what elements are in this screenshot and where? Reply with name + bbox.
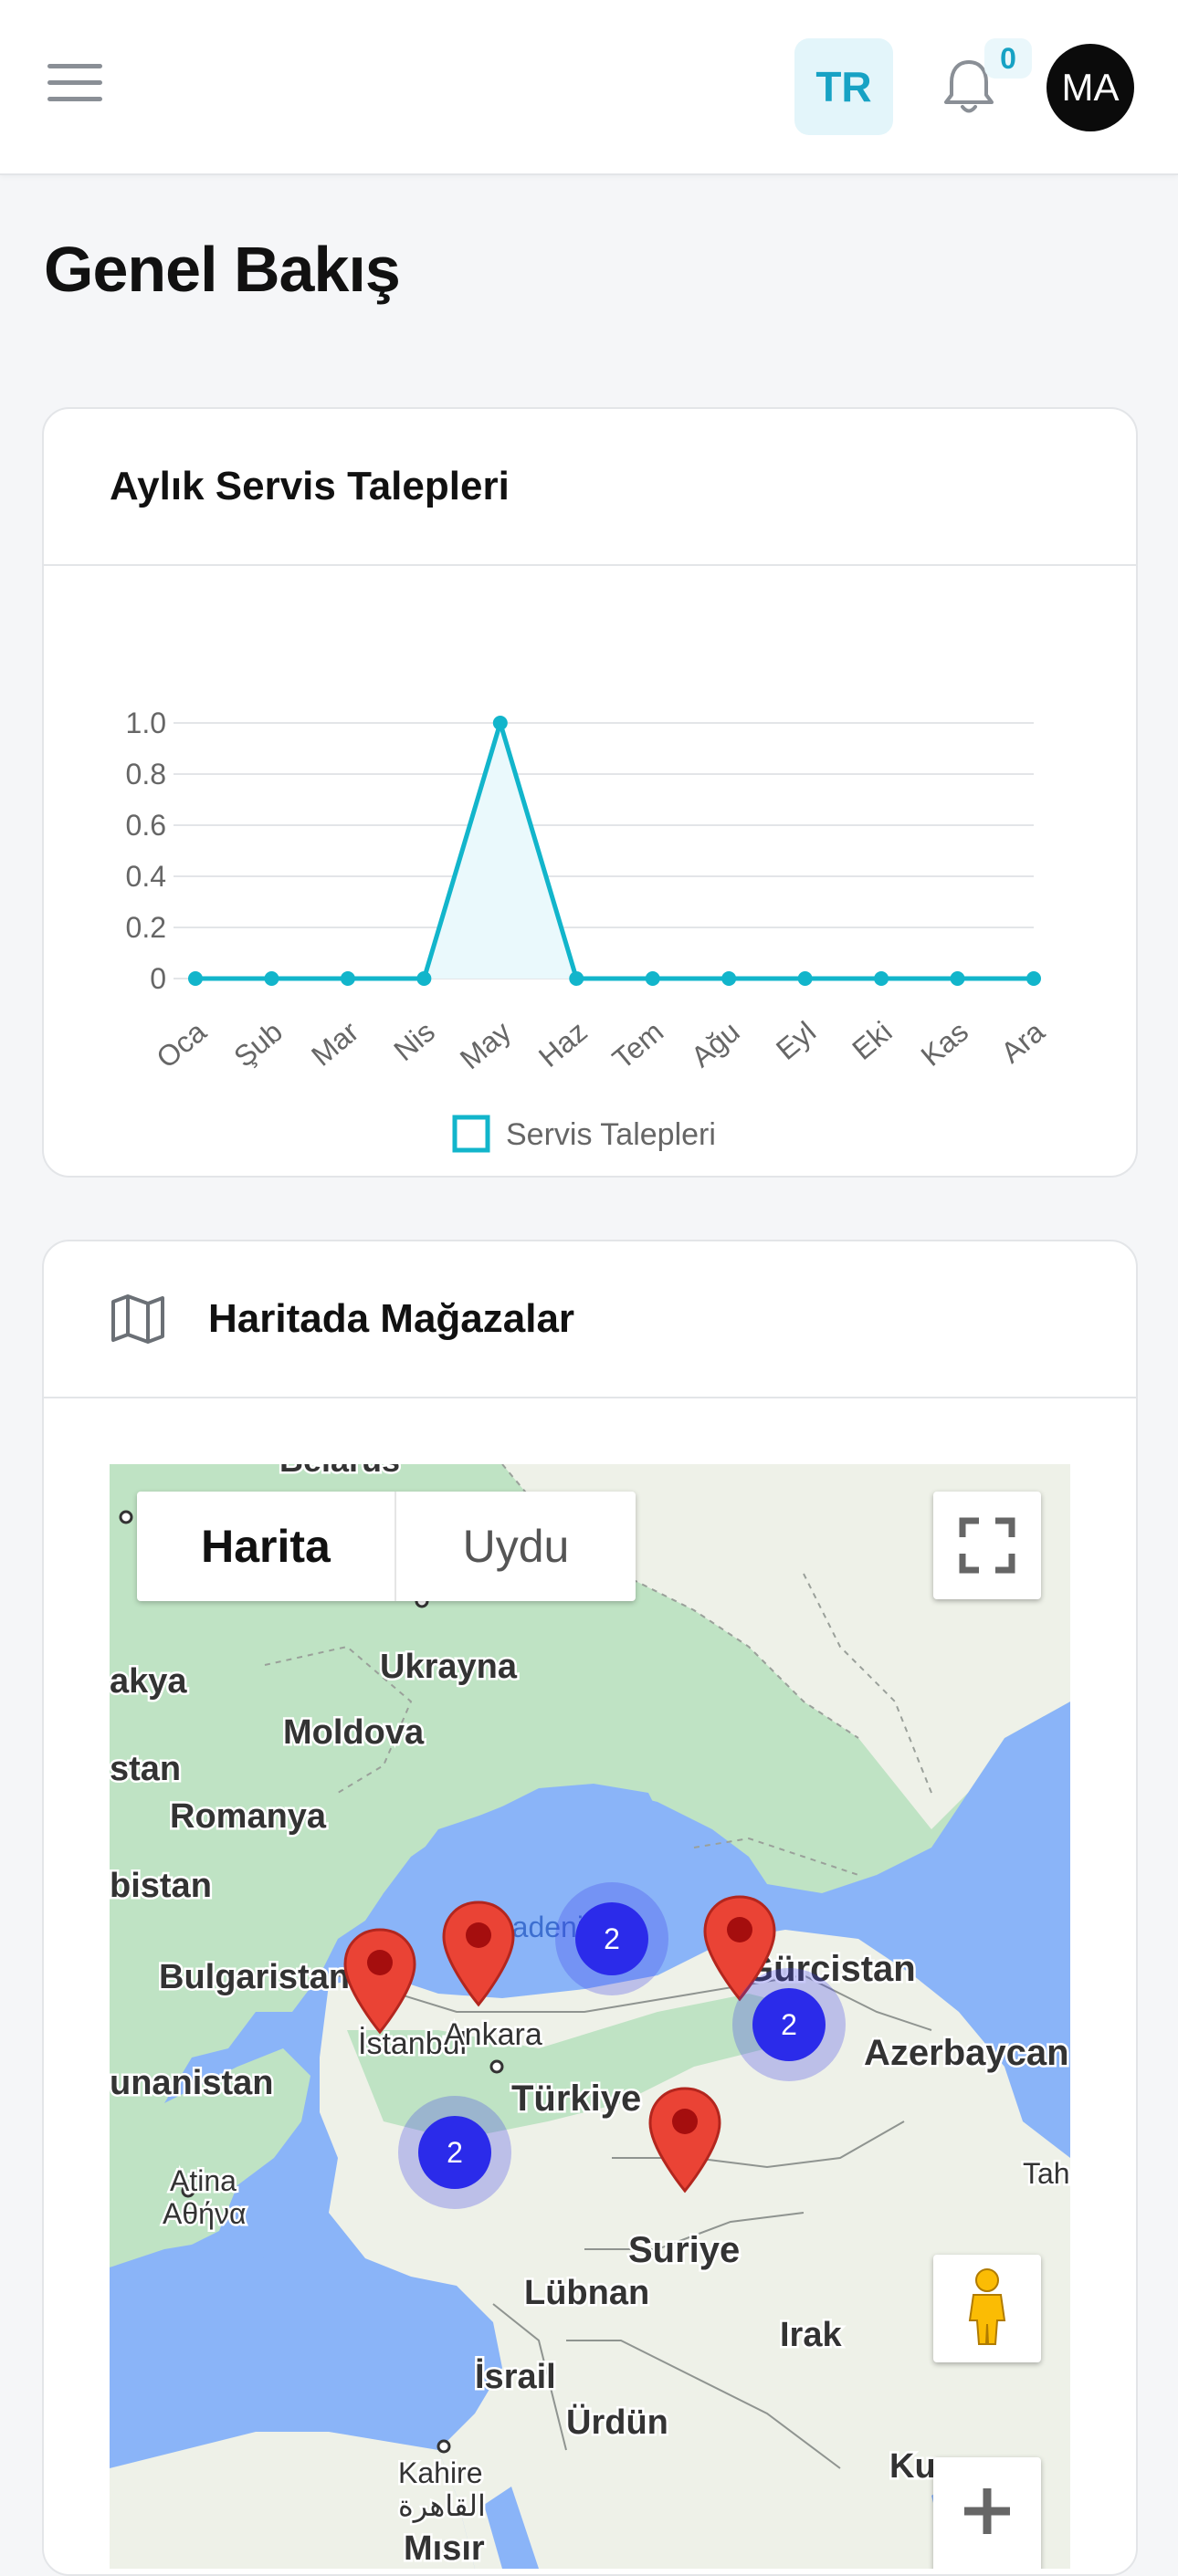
street-view-button[interactable] xyxy=(933,2255,1041,2362)
data-point[interactable] xyxy=(950,971,965,986)
card-header: Haritada Mağazalar xyxy=(44,1241,1136,1398)
map-label-urdun: Ürdün xyxy=(566,2403,668,2442)
marker-cluster[interactable]: 2 xyxy=(732,1968,846,2081)
legend-label[interactable]: Servis Talepleri xyxy=(506,1117,716,1152)
map-label-ukrayna: Ukrayna xyxy=(380,1648,518,1686)
cluster-count: 2 xyxy=(752,1988,826,2061)
legend-swatch[interactable] xyxy=(452,1115,490,1153)
map-pin-icon[interactable] xyxy=(647,2085,723,2194)
map-type-control: Harita Uydu xyxy=(137,1492,636,1601)
x-tick-label: Ağu xyxy=(685,1015,746,1073)
map-label-misir: Mısır xyxy=(404,2529,485,2568)
hamburger-icon[interactable] xyxy=(47,64,102,106)
data-point[interactable] xyxy=(1026,971,1041,986)
map-label-atina: Atina xyxy=(170,2164,237,2197)
card-title: Haritada Mağazalar xyxy=(208,1296,575,1341)
stores-map-card: Haritada Mağazalar xyxy=(42,1240,1138,2576)
map-label-azerbaycan: Azerbaycan xyxy=(864,2033,1069,2073)
map-pin-icon[interactable] xyxy=(701,1893,778,2003)
x-tick-label: Şub xyxy=(227,1015,289,1073)
monthly-service-requests-card: Aylık Servis Talepleri 0 0.2 0.4 0.6 0.8 1.0 O… xyxy=(42,407,1138,1178)
map-label-ankara: Ankara xyxy=(444,2017,542,2052)
map-label-romanya: Romanya xyxy=(170,1797,327,1836)
y-tick-label: 0.2 xyxy=(126,911,166,944)
map-label-kahire-ar: القاهرة xyxy=(398,2489,486,2523)
data-point[interactable] xyxy=(492,716,508,730)
data-point[interactable] xyxy=(569,971,584,986)
map-label-moldova: Moldova xyxy=(283,1713,425,1752)
data-point[interactable] xyxy=(340,971,355,986)
map-label-ku: Ku xyxy=(889,2447,936,2486)
google-map[interactable]: Belarus Ukrayna akya Moldova stan Romany… xyxy=(110,1464,1070,2569)
map-type-map-button[interactable]: Harita xyxy=(137,1492,396,1601)
map-label-karadeniz: radeni xyxy=(502,1911,584,1943)
top-bar: TR 0 MA xyxy=(0,0,1178,175)
data-point[interactable] xyxy=(416,971,432,986)
x-tick-label: Eki xyxy=(846,1015,898,1066)
map-label-tah: Tah xyxy=(1023,2157,1070,2190)
x-tick-label: Eyl xyxy=(770,1015,822,1066)
map-label-israil: İsrail xyxy=(475,2358,556,2396)
map-pin-icon[interactable] xyxy=(440,1899,517,2008)
x-tick-label: Tem xyxy=(606,1015,669,1075)
x-tick-label: Nis xyxy=(387,1015,441,1067)
map-label-irak: Irak xyxy=(780,2316,842,2354)
x-tick-label: Mar xyxy=(305,1015,365,1073)
x-tick-label: Oca xyxy=(150,1015,212,1074)
fullscreen-button[interactable] xyxy=(933,1492,1041,1599)
line-chart: 0 0.2 0.4 0.6 0.8 1.0 Oca Şub Mar Nis May Haz Tem Ağu… xyxy=(126,707,1051,1153)
series-line xyxy=(195,720,1034,981)
fullscreen-icon xyxy=(959,1517,1015,1574)
x-tick-label: May xyxy=(454,1015,517,1075)
map-label-bulgaristan: Bulgaristan xyxy=(159,1958,350,1996)
data-point[interactable] xyxy=(264,971,279,986)
plus-icon xyxy=(964,2488,1010,2534)
x-tick-label: Ara xyxy=(994,1015,1050,1070)
map-label-suriye: Suriye xyxy=(628,2230,740,2270)
map-canvas[interactable]: Belarus Ukrayna akya Moldova stan Romany… xyxy=(110,1464,1070,2569)
map-icon xyxy=(111,1294,164,1344)
zoom-in-button[interactable] xyxy=(933,2457,1041,2569)
map-label-kahire: Kahire xyxy=(398,2456,483,2489)
data-point[interactable] xyxy=(188,971,203,986)
data-point[interactable] xyxy=(797,971,813,986)
data-point[interactable] xyxy=(721,971,737,986)
marker-cluster[interactable]: 2 xyxy=(398,2096,511,2209)
series-area xyxy=(195,723,1034,979)
map-label-atina-gr: Αθήνα xyxy=(163,2197,246,2230)
card-header: Aylık Servis Talepleri xyxy=(44,409,1136,566)
cluster-count: 2 xyxy=(418,2116,491,2189)
bell-icon[interactable] xyxy=(937,55,1001,119)
y-tick-label: 0.8 xyxy=(126,758,166,791)
map-label-turkiye: Türkiye xyxy=(511,2079,641,2119)
page-title: Genel Bakış xyxy=(44,234,401,305)
map-label-yunanistan: unanistan xyxy=(110,2064,273,2102)
marker-cluster[interactable]: 2 xyxy=(555,1882,668,1995)
x-tick-label: Haz xyxy=(532,1015,594,1073)
y-tick-label: 0 xyxy=(150,962,166,995)
data-point[interactable] xyxy=(874,971,889,986)
map-label-stan: stan xyxy=(110,1750,181,1788)
pegman-icon xyxy=(968,2268,1006,2345)
map-label-belarus: Belarus xyxy=(279,1464,400,1479)
map-type-satellite-button[interactable]: Uydu xyxy=(462,1521,570,1572)
map-label-bistan: bistan xyxy=(110,1867,212,1905)
x-tick-label: Kas xyxy=(915,1015,974,1073)
map-pin-icon[interactable] xyxy=(342,1926,418,2036)
map-label-istanbul: İstanbul xyxy=(358,2026,467,2061)
language-button[interactable]: TR xyxy=(794,38,893,135)
map-label-akya: akya xyxy=(110,1662,187,1701)
notification-count-badge: 0 xyxy=(984,38,1032,79)
data-point[interactable] xyxy=(645,971,660,986)
y-tick-label: 1.0 xyxy=(126,707,166,739)
y-tick-label: 0.6 xyxy=(126,809,166,842)
user-avatar[interactable]: MA xyxy=(1047,44,1134,131)
map-label-lubnan: Lübnan xyxy=(524,2274,649,2312)
y-tick-label: 0.4 xyxy=(126,860,166,893)
map-label-gurcistan: Gürcistan xyxy=(745,1949,916,1989)
card-title: Aylık Servis Talepleri xyxy=(110,464,510,508)
cluster-count: 2 xyxy=(575,1902,648,1975)
